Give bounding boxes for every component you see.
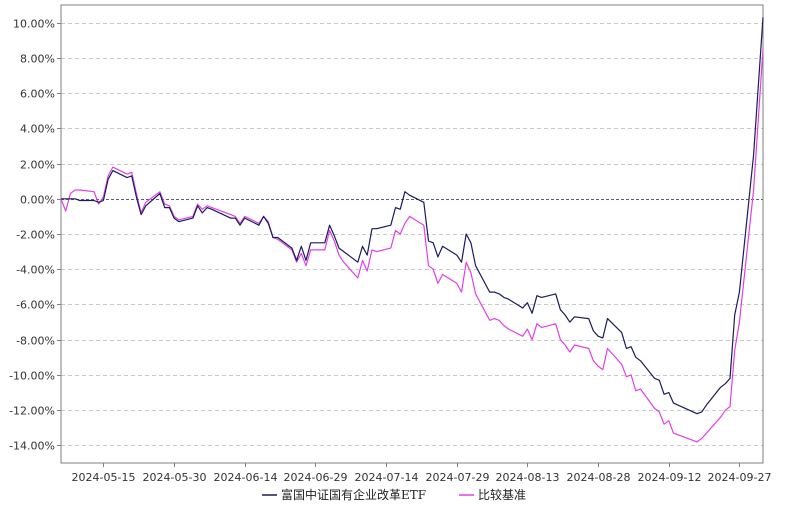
y-tick-label: -10.00% bbox=[9, 370, 55, 383]
x-tick-label: 2024-09-27 bbox=[708, 471, 772, 484]
y-tick-label: 4.00% bbox=[20, 123, 55, 136]
legend: 富国中证国有企业改革ETF 比较基准 bbox=[262, 487, 526, 502]
x-tick-label: 2024-08-13 bbox=[496, 471, 560, 484]
legend-label-1: 比较基准 bbox=[478, 487, 526, 502]
y-tick-label: 2.00% bbox=[20, 159, 55, 172]
y-tick-label: -4.00% bbox=[16, 264, 55, 277]
x-tick-label: 2024-07-29 bbox=[426, 471, 490, 484]
series-line-1 bbox=[60, 48, 764, 443]
y-tick-label: -2.00% bbox=[16, 229, 55, 242]
y-tick-label: -14.00% bbox=[9, 440, 55, 453]
x-tick-label: 2024-05-15 bbox=[72, 471, 136, 484]
y-tick-label: 10.00% bbox=[13, 18, 55, 31]
y-axis: 10.00% 8.00% 6.00% 4.00% 2.00% 0.00% -2.00% -4.… bbox=[9, 18, 61, 453]
y-tick-label: 6.00% bbox=[20, 88, 55, 101]
x-tick-label: 2024-07-14 bbox=[355, 471, 419, 484]
y-tick-label: -12.00% bbox=[9, 405, 55, 418]
series-lines bbox=[60, 17, 764, 443]
x-tick-label: 2024-09-12 bbox=[638, 471, 702, 484]
series-line-0 bbox=[61, 17, 764, 415]
x-tick-label: 2024-06-14 bbox=[214, 471, 278, 484]
x-tick-label: 2024-06-29 bbox=[284, 471, 348, 484]
y-tick-label: -6.00% bbox=[16, 299, 55, 312]
y-tick-label: -8.00% bbox=[16, 335, 55, 348]
legend-label-0: 富国中证国有企业改革ETF bbox=[281, 487, 426, 502]
y-tick-label: 0.00% bbox=[20, 194, 55, 207]
grid-lines bbox=[61, 23, 763, 446]
x-axis: 2024-05-15 2024-05-30 2024-06-14 2024-06-29… bbox=[72, 463, 772, 484]
x-tick-label: 2024-05-30 bbox=[143, 471, 207, 484]
x-tick-label: 2024-08-28 bbox=[567, 471, 631, 484]
y-tick-label: 8.00% bbox=[20, 53, 55, 66]
